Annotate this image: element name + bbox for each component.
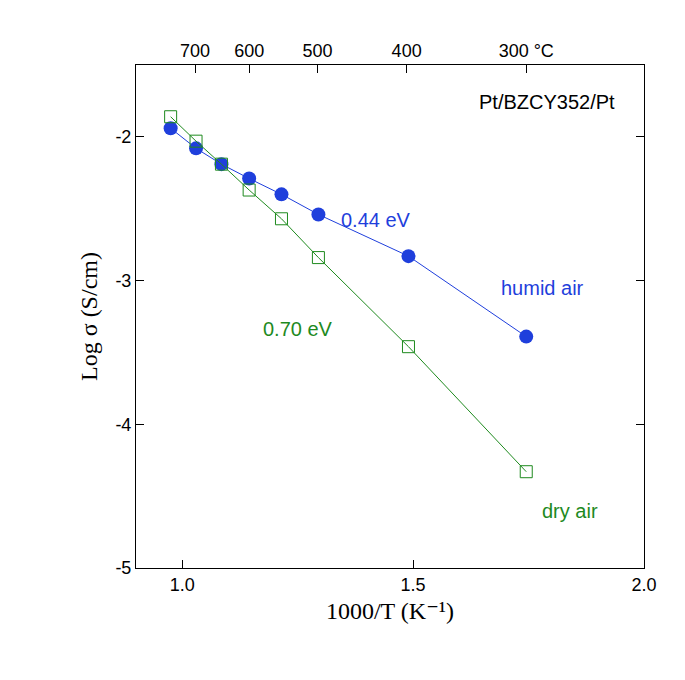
svg-text:400: 400 — [392, 41, 422, 61]
svg-text:600: 600 — [234, 41, 264, 61]
svg-text:0.70 eV: 0.70 eV — [263, 318, 333, 340]
svg-text:300 °C: 300 °C — [499, 41, 554, 61]
svg-text:Log σ (S/cm): Log σ (S/cm) — [76, 252, 102, 381]
svg-text:500: 500 — [302, 41, 332, 61]
svg-text:Pt/BZCY352/Pt: Pt/BZCY352/Pt — [479, 91, 615, 113]
svg-text:-5: -5 — [115, 558, 131, 578]
svg-text:-3: -3 — [115, 271, 131, 291]
svg-text:1000/T (K⁻¹): 1000/T (K⁻¹) — [326, 598, 454, 624]
svg-text:0.44 eV: 0.44 eV — [341, 209, 411, 231]
svg-text:700: 700 — [180, 41, 210, 61]
svg-text:-2: -2 — [115, 127, 131, 147]
svg-text:dry air: dry air — [542, 500, 598, 522]
svg-text:1.5: 1.5 — [401, 575, 426, 595]
svg-text:humid air: humid air — [501, 277, 584, 299]
svg-text:2.0: 2.0 — [631, 575, 656, 595]
svg-text:1.0: 1.0 — [170, 575, 195, 595]
svg-text:-4: -4 — [115, 415, 131, 435]
